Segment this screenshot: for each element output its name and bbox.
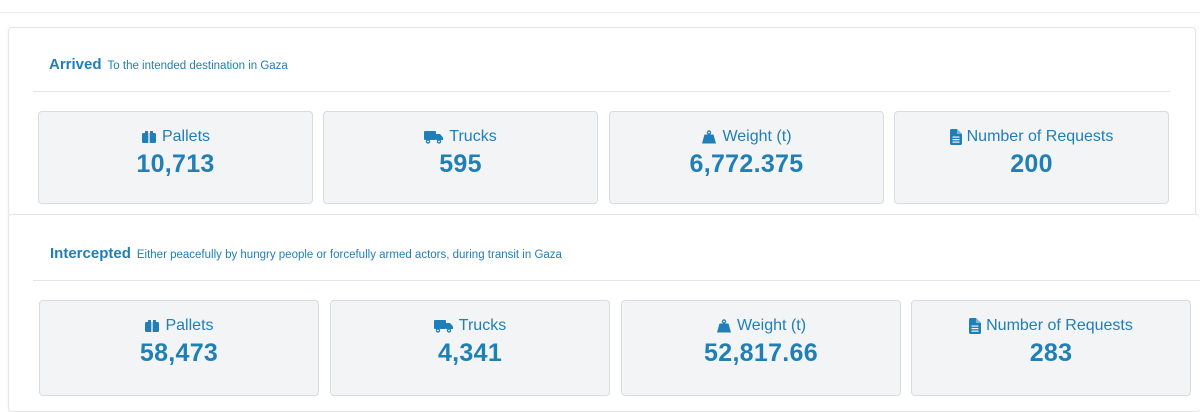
- intercepted-weight-value: 52,817.66: [704, 339, 818, 367]
- intercepted-header: Intercepted Either peacefully by hungry …: [50, 245, 562, 262]
- intercepted-divider: [33, 280, 1200, 281]
- document-icon: [969, 318, 982, 334]
- intercepted-pallets-card: Pallets 58,473: [39, 300, 319, 396]
- arrived-pallets-label-row: Pallets: [39, 127, 312, 147]
- arrived-title: Arrived: [49, 56, 102, 73]
- intercepted-requests-label: Number of Requests: [986, 317, 1133, 334]
- intercepted-pallets-value: 58,473: [139, 339, 219, 367]
- arrived-requests-value: 200: [1010, 150, 1053, 178]
- intercepted-trucks-label: Trucks: [458, 317, 507, 334]
- truck-icon: [433, 318, 454, 334]
- pallet-icon: [141, 129, 157, 145]
- truck-icon: [424, 129, 444, 145]
- weight-icon: [716, 318, 732, 334]
- arrived-requests-card: Number of Requests 200: [894, 111, 1169, 204]
- intercepted-requests-label-row: Number of Requests: [912, 316, 1190, 336]
- arrived-header: Arrived To the intended destination in G…: [49, 56, 288, 73]
- arrived-subtitle: To the intended destination in Gaza: [107, 60, 288, 72]
- arrived-requests-label-row: Number of Requests: [895, 127, 1168, 147]
- arrived-weight-label: Weight (t): [722, 128, 792, 145]
- intercepted-panel: Intercepted Either peacefully by hungry …: [8, 214, 1200, 412]
- arrived-trucks-label-row: Trucks: [324, 127, 597, 147]
- weight-icon: [701, 129, 717, 145]
- intercepted-trucks-label-row: Trucks: [331, 316, 609, 336]
- intercepted-trucks-value: 4,341: [437, 339, 503, 367]
- arrived-weight-value: 6,772.375: [689, 150, 804, 178]
- pallet-icon: [144, 318, 160, 334]
- intercepted-weight-card: Weight (t) 52,817.66: [621, 300, 901, 396]
- intercepted-weight-label: Weight (t): [736, 317, 807, 334]
- arrived-pallets-value: 10,713: [136, 150, 215, 178]
- arrived-trucks-label: Trucks: [449, 128, 497, 145]
- intercepted-trucks-card: Trucks 4,341: [330, 300, 610, 396]
- arrived-trucks-value: 595: [439, 150, 482, 178]
- arrived-divider: [33, 91, 1170, 92]
- intercepted-requests-card: Number of Requests 283: [911, 300, 1191, 396]
- intercepted-title: Intercepted: [50, 245, 131, 262]
- intercepted-pallets-label: Pallets: [165, 317, 214, 334]
- page-top-strip: [0, 0, 1200, 13]
- intercepted-requests-value: 283: [1029, 339, 1073, 367]
- arrived-weight-label-row: Weight (t): [610, 127, 883, 147]
- document-icon: [949, 129, 962, 145]
- intercepted-weight-label-row: Weight (t): [622, 316, 900, 336]
- arrived-pallets-card: Pallets 10,713: [38, 111, 313, 204]
- intercepted-subtitle: Either peacefully by hungry people or fo…: [136, 249, 562, 261]
- intercepted-pallets-label-row: Pallets: [40, 316, 318, 336]
- arrived-panel: Arrived To the intended destination in G…: [8, 27, 1196, 217]
- arrived-requests-label: Number of Requests: [966, 128, 1114, 145]
- arrived-trucks-card: Trucks 595: [323, 111, 598, 204]
- arrived-weight-card: Weight (t) 6,772.375: [609, 111, 884, 204]
- arrived-pallets-label: Pallets: [161, 128, 211, 145]
